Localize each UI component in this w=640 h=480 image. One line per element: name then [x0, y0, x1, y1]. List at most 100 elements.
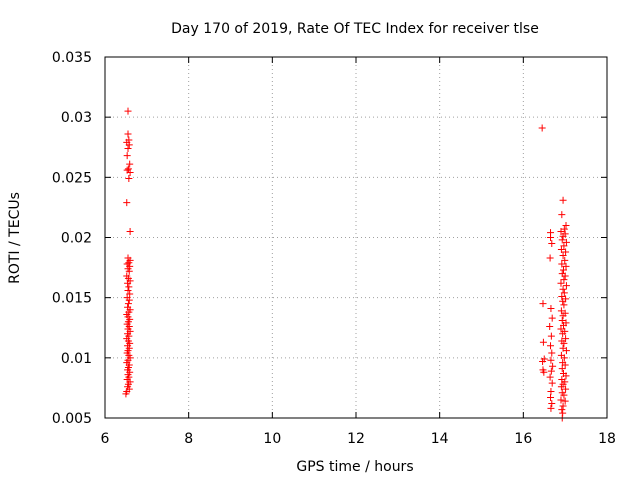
data-point	[559, 252, 567, 260]
data-point	[558, 236, 566, 244]
data-point	[124, 144, 132, 152]
data-point	[125, 175, 133, 183]
data-point	[547, 404, 555, 412]
x-axis-label: GPS time / hours	[296, 459, 413, 475]
data-point	[557, 227, 565, 235]
data-point	[559, 330, 567, 338]
data-point	[559, 196, 567, 204]
data-point	[559, 266, 567, 274]
data-point	[125, 141, 133, 149]
data-point	[558, 292, 566, 300]
data-point	[124, 107, 132, 115]
y-tick-label: 0.025	[52, 170, 92, 186]
data-point	[539, 357, 547, 365]
data-point	[548, 379, 556, 387]
data-point	[125, 296, 133, 304]
data-point	[125, 267, 133, 275]
data-point	[557, 396, 565, 404]
data-point	[560, 391, 568, 399]
data-point	[562, 335, 570, 343]
data-point	[546, 254, 554, 262]
x-tick-label: 16	[514, 431, 532, 447]
data-points	[122, 107, 570, 422]
data-point	[560, 276, 568, 284]
data-point	[124, 279, 132, 287]
x-tick-labels: 6 8 10 12 14 16 18	[101, 431, 616, 447]
y-tick-label: 0.035	[52, 50, 92, 66]
data-point	[558, 406, 566, 414]
data-point	[540, 368, 548, 376]
data-point	[560, 301, 568, 309]
data-point	[123, 152, 131, 160]
data-point	[558, 317, 566, 325]
data-point	[562, 238, 570, 246]
data-point	[560, 339, 568, 347]
data-point	[559, 312, 567, 320]
x-tick-label: 10	[263, 431, 281, 447]
plot-border	[104, 56, 608, 419]
data-point	[558, 260, 566, 268]
data-point	[125, 259, 133, 267]
data-point	[561, 361, 569, 369]
data-point	[559, 297, 567, 305]
data-point	[546, 373, 554, 381]
data-point	[559, 285, 567, 293]
data-point	[126, 290, 134, 298]
data-point	[561, 397, 569, 405]
data-point	[562, 385, 570, 393]
y-tick-label: 0.01	[61, 351, 92, 367]
data-point	[539, 300, 547, 308]
data-point	[562, 372, 570, 380]
data-point	[559, 402, 567, 410]
data-point	[560, 354, 568, 362]
y-tick-label: 0.03	[61, 110, 92, 126]
data-point	[562, 347, 570, 355]
data-point	[123, 199, 131, 207]
y-tick-labels: 0.005 0.01 0.015 0.02 0.025 0.03 0.035	[52, 50, 92, 427]
data-point	[559, 232, 567, 240]
data-point	[547, 332, 555, 340]
data-point	[561, 272, 569, 280]
data-point	[557, 383, 565, 391]
data-point	[126, 227, 134, 235]
data-point	[557, 325, 565, 333]
data-point	[539, 338, 547, 346]
data-point	[549, 362, 557, 370]
data-point	[560, 242, 568, 250]
data-point	[562, 221, 570, 229]
data-point	[546, 323, 554, 331]
data-point	[547, 234, 555, 241]
y-axis-label: ROTI / TECUs	[7, 192, 23, 284]
data-point	[559, 321, 567, 329]
data-point	[548, 400, 556, 408]
data-point	[547, 394, 555, 402]
data-point	[557, 246, 565, 254]
data-point	[547, 304, 555, 312]
data-point	[538, 124, 546, 132]
data-point	[562, 248, 570, 256]
y-tick-label: 0.015	[52, 291, 92, 307]
data-point	[561, 256, 569, 264]
x-tick-label: 12	[347, 431, 365, 447]
data-point	[558, 365, 566, 373]
data-point	[124, 286, 132, 294]
data-point	[557, 279, 565, 287]
data-point	[547, 388, 555, 396]
x-tick-label: 14	[431, 431, 449, 447]
data-point	[548, 314, 556, 322]
data-point	[562, 262, 570, 270]
data-point	[560, 289, 568, 297]
data-point	[548, 240, 556, 248]
x-tick-label: 18	[598, 431, 616, 447]
x-tick-label: 8	[184, 431, 193, 447]
y-tick-label: 0.005	[52, 411, 92, 427]
x-tick-label: 6	[101, 431, 110, 447]
chart-title: Day 170 of 2019, Rate Of TEC Index for r…	[171, 21, 539, 37]
data-point	[125, 283, 133, 291]
data-point	[558, 211, 566, 219]
data-point	[557, 307, 565, 315]
data-point	[547, 356, 555, 364]
data-point	[547, 342, 555, 350]
data-point	[124, 300, 132, 308]
